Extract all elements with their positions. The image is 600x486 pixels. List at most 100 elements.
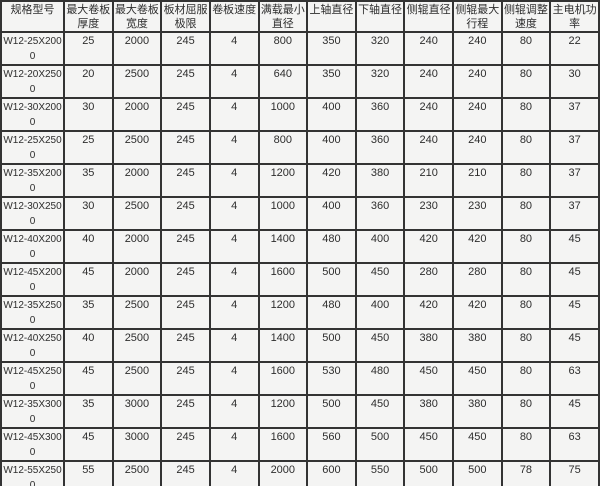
model-cell: W12-25X2000 xyxy=(0,31,65,66)
value-cell-motor-power: 45 xyxy=(549,262,600,297)
value-cell-max-width: 3000 xyxy=(111,427,163,462)
column-header-lower-shaft-dia: 下轴直径 xyxy=(354,0,406,33)
value-cell-upper-shaft-dia: 560 xyxy=(306,427,357,462)
value-cell-rolling-speed: 4 xyxy=(208,130,260,165)
table-row: W12-35X2000 35 2000 245 4 1200 420 380 210 210 80 3… xyxy=(0,163,600,198)
value-cell-lower-shaft-dia: 360 xyxy=(354,196,406,231)
column-header-max-width: 最大卷板宽度 xyxy=(111,0,163,33)
table-row: W12-40X2000 40 2000 245 4 1400 480 400 420 420 80 4… xyxy=(0,229,600,264)
value-cell-side-roll-dia: 420 xyxy=(403,229,454,264)
model-cell: W12-45X2500 xyxy=(0,361,65,396)
table-row: W12-30X2000 30 2000 245 4 1000 400 360 240 240 80 3… xyxy=(0,97,600,132)
value-cell-side-roll-travel: 420 xyxy=(452,229,503,264)
column-header-motor-power: 主电机功率 xyxy=(549,0,600,33)
column-header-model: 规格型号 xyxy=(0,0,65,33)
value-cell-side-roll-adj-speed: 80 xyxy=(500,64,552,99)
value-cell-lower-shaft-dia: 400 xyxy=(354,229,406,264)
model-cell: W12-35X2500 xyxy=(0,295,65,330)
value-cell-side-roll-adj-speed: 80 xyxy=(500,31,552,66)
model-cell: W12-25X2500 xyxy=(0,130,65,165)
model-cell: W12-35X2000 xyxy=(0,163,65,198)
value-cell-yield-limit: 245 xyxy=(160,163,211,198)
value-cell-max-width: 2500 xyxy=(111,328,163,363)
column-header-side-roll-travel: 侧辊最大行程 xyxy=(452,0,503,33)
value-cell-side-roll-travel: 240 xyxy=(452,97,503,132)
value-cell-side-roll-dia: 240 xyxy=(403,97,454,132)
value-cell-rolling-speed: 4 xyxy=(208,328,260,363)
value-cell-motor-power: 45 xyxy=(549,295,600,330)
value-cell-max-width: 2500 xyxy=(111,130,163,165)
value-cell-upper-shaft-dia: 400 xyxy=(306,130,357,165)
value-cell-side-roll-travel: 210 xyxy=(452,163,503,198)
value-cell-yield-limit: 245 xyxy=(160,64,211,99)
value-cell-side-roll-dia: 230 xyxy=(403,196,454,231)
value-cell-rolling-speed: 4 xyxy=(208,427,260,462)
value-cell-side-roll-adj-speed: 80 xyxy=(500,97,552,132)
value-cell-side-roll-adj-speed: 80 xyxy=(500,163,552,198)
value-cell-side-roll-adj-speed: 80 xyxy=(500,196,552,231)
model-cell: W12-45X2000 xyxy=(0,262,65,297)
value-cell-lower-shaft-dia: 500 xyxy=(354,427,406,462)
value-cell-rolling-speed: 4 xyxy=(208,295,260,330)
value-cell-upper-shaft-dia: 480 xyxy=(306,229,357,264)
value-cell-lower-shaft-dia: 480 xyxy=(354,361,406,396)
value-cell-side-roll-travel: 420 xyxy=(452,295,503,330)
value-cell-side-roll-dia: 450 xyxy=(403,361,454,396)
table-row: W12-20X2500 20 2500 245 4 640 350 320 240 240 80 30 xyxy=(0,64,600,99)
table-row: W12-45X2500 45 2500 245 4 1600 530 480 450 450 80 6… xyxy=(0,361,600,396)
value-cell-side-roll-travel: 450 xyxy=(452,361,503,396)
value-cell-max-width: 2000 xyxy=(111,262,163,297)
value-cell-upper-shaft-dia: 500 xyxy=(306,262,357,297)
value-cell-side-roll-dia: 450 xyxy=(403,427,454,462)
value-cell-max-thickness: 40 xyxy=(63,229,114,264)
value-cell-side-roll-travel: 240 xyxy=(452,64,503,99)
value-cell-max-width: 2000 xyxy=(111,229,163,264)
value-cell-yield-limit: 245 xyxy=(160,394,211,429)
value-cell-max-width: 2500 xyxy=(111,361,163,396)
value-cell-min-diameter: 1000 xyxy=(257,196,309,231)
value-cell-lower-shaft-dia: 550 xyxy=(354,460,406,486)
value-cell-motor-power: 75 xyxy=(549,460,600,486)
header-row: 规格型号 最大卷板厚度 最大卷板宽度 板材屈服极限 卷板速度 满载最小直径 上轴直径 下轴直径… xyxy=(0,0,600,33)
value-cell-upper-shaft-dia: 530 xyxy=(306,361,357,396)
value-cell-yield-limit: 245 xyxy=(160,361,211,396)
value-cell-side-roll-dia: 240 xyxy=(403,31,454,66)
value-cell-rolling-speed: 4 xyxy=(208,361,260,396)
value-cell-max-thickness: 30 xyxy=(63,97,114,132)
value-cell-rolling-speed: 4 xyxy=(208,229,260,264)
value-cell-max-thickness: 30 xyxy=(63,196,114,231)
value-cell-motor-power: 37 xyxy=(549,97,600,132)
table-row: W12-40X2500 40 2500 245 4 1400 500 450 380 380 80 4… xyxy=(0,328,600,363)
value-cell-min-diameter: 2000 xyxy=(257,460,309,486)
value-cell-lower-shaft-dia: 320 xyxy=(354,64,406,99)
value-cell-max-thickness: 40 xyxy=(63,328,114,363)
value-cell-yield-limit: 245 xyxy=(160,460,211,486)
value-cell-upper-shaft-dia: 350 xyxy=(306,31,357,66)
column-header-side-roll-dia: 侧辊直径 xyxy=(403,0,454,33)
column-header-yield-limit: 板材屈服极限 xyxy=(160,0,211,33)
value-cell-side-roll-adj-speed: 80 xyxy=(500,295,552,330)
value-cell-max-thickness: 35 xyxy=(63,163,114,198)
value-cell-upper-shaft-dia: 500 xyxy=(306,394,357,429)
value-cell-side-roll-adj-speed: 78 xyxy=(500,460,552,486)
model-cell: W12-20X2500 xyxy=(0,64,65,99)
value-cell-side-roll-dia: 420 xyxy=(403,295,454,330)
value-cell-max-width: 3000 xyxy=(111,394,163,429)
value-cell-yield-limit: 245 xyxy=(160,262,211,297)
value-cell-max-thickness: 35 xyxy=(63,295,114,330)
value-cell-upper-shaft-dia: 350 xyxy=(306,64,357,99)
value-cell-motor-power: 63 xyxy=(549,427,600,462)
column-header-min-diameter: 满载最小直径 xyxy=(257,0,309,33)
value-cell-yield-limit: 245 xyxy=(160,196,211,231)
value-cell-motor-power: 45 xyxy=(549,394,600,429)
value-cell-side-roll-travel: 240 xyxy=(452,31,503,66)
table-row: W12-25X2000 25 2000 245 4 800 350 320 240 240 80 22 xyxy=(0,31,600,66)
value-cell-min-diameter: 1600 xyxy=(257,427,309,462)
table-row: W12-45X2000 45 2000 245 4 1600 500 450 280 280 80 4… xyxy=(0,262,600,297)
value-cell-side-roll-dia: 500 xyxy=(403,460,454,486)
model-cell: W12-40X2000 xyxy=(0,229,65,264)
table-row: W12-35X3000 35 3000 245 4 1200 500 450 380 380 80 4… xyxy=(0,394,600,429)
value-cell-max-width: 2500 xyxy=(111,196,163,231)
table-row: W12-55X2500 55 2500 245 4 2000 600 550 500 500 78 7… xyxy=(0,460,600,486)
